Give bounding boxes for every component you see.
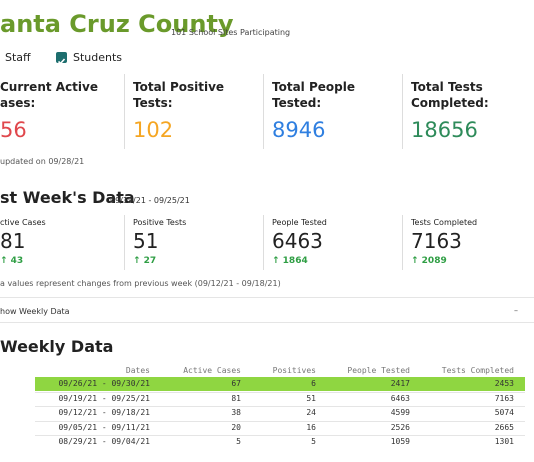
card-change: ↑ 27 [133, 256, 157, 266]
cell: 67 [231, 379, 241, 388]
table-title: Weekly Data [0, 337, 114, 356]
subtitle: 101 School Sites Participating [171, 28, 291, 37]
toggle-icon[interactable]: – [514, 306, 518, 315]
divider [263, 74, 264, 149]
column-header: Dates [125, 366, 150, 375]
cell: 7163 [494, 394, 514, 403]
cell: 5 [236, 437, 241, 446]
stat-label: Total Tests [411, 80, 483, 94]
row-line [35, 392, 525, 393]
divider [402, 215, 403, 270]
card-label: People Tested [272, 218, 327, 227]
divider [124, 74, 125, 149]
card-value: 81 [0, 229, 26, 253]
divider [263, 215, 264, 270]
cell: 38 [231, 408, 241, 417]
section-title: st Week's Data [0, 188, 135, 207]
note: a values represent changes from previous… [0, 279, 281, 288]
cell: 08/29/21 - 09/04/21 [58, 437, 150, 446]
stat-value: 18656 [411, 118, 478, 142]
card-label: ctive Cases [0, 218, 46, 227]
cell: 5 [311, 437, 316, 446]
title: anta Cruz County [0, 10, 234, 38]
cell: 5074 [494, 408, 514, 417]
cell: 09/26/21 - 09/30/21 [58, 379, 150, 388]
cell: 09/12/21 - 09/18/21 [58, 408, 150, 417]
cell: 2526 [390, 423, 410, 432]
cell: 51 [306, 394, 316, 403]
cell: 09/05/21 - 09/11/21 [58, 423, 150, 432]
divider [0, 322, 534, 323]
stat-value: 102 [133, 118, 174, 142]
cell: 4599 [390, 408, 410, 417]
card-label: Positive Tests [133, 218, 187, 227]
cell: 16 [306, 423, 316, 432]
cell: 1059 [390, 437, 410, 446]
stat-label: Total Positive [133, 80, 225, 94]
card-value: 51 [133, 229, 159, 253]
cell: 20 [231, 423, 241, 432]
stat-label: Current Active [0, 80, 98, 94]
stat-label: Total People [272, 80, 355, 94]
cell: 81 [231, 394, 241, 403]
filter-label[interactable]: Students [73, 51, 123, 64]
row-highlight [35, 377, 525, 391]
stat-label: ases: [0, 96, 36, 110]
card-change: ↑ 1864 [272, 256, 308, 266]
updated: updated on 09/28/21 [0, 157, 85, 166]
card-change: ↑ 43 [0, 256, 24, 266]
column-header: People Tested [347, 366, 410, 375]
cell: 2665 [494, 423, 514, 432]
stat-value: 8946 [272, 118, 326, 142]
card-value: 6463 [272, 229, 323, 253]
row-line [35, 406, 525, 407]
cell: 6463 [390, 394, 410, 403]
stat-value: 56 [0, 118, 27, 142]
toggle[interactable]: how Weekly Data [0, 307, 70, 316]
row-line [35, 421, 525, 422]
stat-label: Tested: [272, 96, 322, 110]
divider [0, 297, 534, 298]
row-line [35, 435, 525, 436]
cell: 2417 [390, 379, 410, 388]
divider [124, 215, 125, 270]
cell: 1301 [494, 437, 514, 446]
card-label: Tests Completed [411, 218, 478, 227]
card-change: ↑ 2089 [411, 256, 447, 266]
stat-label: Completed: [411, 96, 489, 110]
range: 09/19/21 - 09/25/21 [110, 196, 190, 205]
filter-label[interactable]: Staff [5, 51, 31, 64]
cell: 2453 [494, 379, 514, 388]
card-value: 7163 [411, 229, 462, 253]
checkbox[interactable] [56, 52, 67, 65]
cell: 24 [306, 408, 316, 417]
column-header: Tests Completed [441, 366, 514, 375]
stat-label: Tests: [133, 96, 173, 110]
column-header: Active Cases [183, 366, 241, 375]
divider [402, 74, 403, 149]
column-header: Positives [272, 366, 316, 375]
cell: 6 [311, 379, 316, 388]
cell: 09/19/21 - 09/25/21 [58, 394, 150, 403]
